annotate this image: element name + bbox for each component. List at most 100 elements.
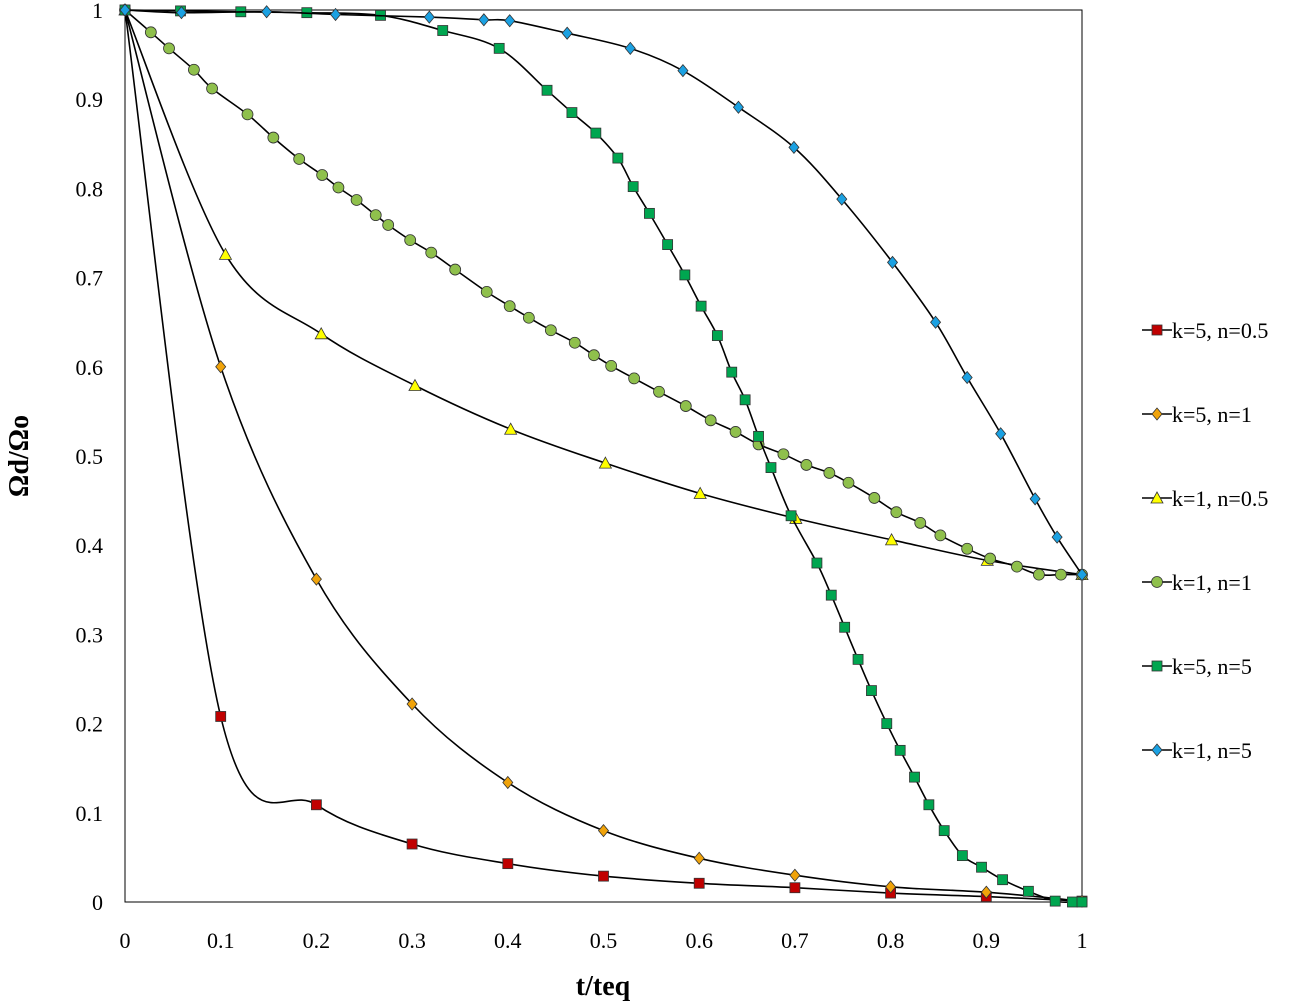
- data-point: [369, 209, 382, 222]
- data-point: [914, 517, 927, 529]
- data-point: [597, 824, 610, 838]
- data-point: [1049, 895, 1061, 907]
- data-point: [788, 140, 800, 154]
- data-point: [961, 542, 974, 555]
- data-point: [628, 372, 641, 385]
- data-point: [267, 131, 280, 144]
- data-point: [502, 775, 514, 790]
- data-point: [777, 448, 790, 461]
- data-point: [382, 219, 395, 231]
- data-point: [739, 394, 751, 406]
- legend-label: k=1, n=1: [1172, 570, 1252, 595]
- y-tick-label: 0.8: [76, 176, 104, 201]
- data-point: [241, 108, 254, 121]
- y-tick-label: 0: [92, 890, 103, 915]
- data-point: [188, 63, 200, 76]
- y-tick-label: 0.1: [76, 801, 104, 826]
- x-tick-label: 0.1: [207, 928, 235, 953]
- data-point: [605, 360, 618, 372]
- data-point: [842, 476, 855, 489]
- data-point: [785, 510, 797, 522]
- data-point: [890, 506, 903, 519]
- data-point: [404, 234, 417, 247]
- data-point: [644, 207, 655, 219]
- data-point: [206, 82, 218, 95]
- data-point: [732, 100, 744, 114]
- plot-area: [124, 9, 1083, 903]
- data-point: [839, 621, 851, 633]
- y-tick-label: 0.3: [76, 622, 104, 647]
- data-point: [119, 3, 131, 17]
- legend-item: k=1, n=5: [1142, 738, 1252, 763]
- y-axis-title: Ωd/Ωo: [4, 415, 35, 497]
- data-point: [350, 194, 363, 206]
- data-point: [866, 685, 877, 696]
- series-k-1-n-5: [119, 3, 1088, 582]
- legend-marker: [1150, 491, 1164, 504]
- data-point: [566, 107, 578, 118]
- data-point: [825, 589, 837, 601]
- data-point: [437, 25, 449, 36]
- data-point: [823, 467, 836, 479]
- legend-item: k=5, n=5: [1142, 654, 1252, 679]
- data-point: [956, 850, 968, 862]
- data-point: [144, 26, 157, 39]
- series-line: [124, 9, 1083, 576]
- x-tick-label: 0.6: [685, 928, 713, 953]
- data-point: [1033, 568, 1045, 581]
- series-layer: [118, 3, 1089, 908]
- data-point: [961, 370, 973, 385]
- legend-label: k=1, n=0.5: [1172, 486, 1268, 511]
- data-point: [938, 825, 950, 837]
- data-point: [1055, 568, 1067, 581]
- data-point: [406, 697, 418, 711]
- data-point: [541, 84, 553, 96]
- legend-marker: [1151, 660, 1163, 672]
- legend-item: k=1, n=0.5: [1142, 486, 1268, 511]
- data-point: [449, 263, 462, 276]
- legend: k=5, n=0.5 k=5, n=1 k=1, n=0.5 k=1, n=1 k=5,…: [1142, 318, 1268, 763]
- legend-label: k=5, n=0.5: [1172, 318, 1268, 343]
- x-tick-label: 0.8: [877, 928, 905, 953]
- data-point: [175, 6, 187, 20]
- data-point: [544, 324, 557, 337]
- data-point: [627, 181, 639, 193]
- x-axis-title: t/teq: [576, 971, 631, 1002]
- data-point: [909, 771, 920, 783]
- data-point: [693, 851, 705, 865]
- data-point: [662, 239, 674, 250]
- data-point: [493, 42, 505, 54]
- data-point: [218, 247, 233, 260]
- data-point: [561, 26, 573, 40]
- data-point: [693, 877, 705, 889]
- data-point: [502, 858, 514, 870]
- data-point: [612, 152, 624, 164]
- legend-label: k=5, n=5: [1172, 654, 1252, 679]
- y-tick-label: 0.7: [76, 266, 104, 291]
- data-point: [765, 462, 777, 473]
- data-point: [693, 486, 707, 499]
- y-tick-label: 0.5: [76, 444, 104, 469]
- data-point: [215, 360, 227, 374]
- data-point: [503, 422, 518, 435]
- data-point: [1067, 896, 1078, 908]
- x-tick-label: 0.2: [303, 928, 331, 953]
- data-point: [478, 13, 490, 27]
- data-point: [504, 14, 516, 28]
- data-point: [753, 430, 764, 442]
- data-point: [598, 870, 609, 882]
- x-axis-tick-labels: 0 0.1 0.2 0.3 0.4 0.5 0.6 0.7 0.8 0.9 1: [120, 928, 1088, 953]
- x-tick-label: 1: [1077, 928, 1088, 953]
- data-point: [1029, 492, 1041, 506]
- data-point: [789, 882, 801, 894]
- y-tick-label: 0.2: [76, 712, 104, 737]
- data-point: [711, 330, 723, 341]
- legend-item: k=5, n=0.5: [1142, 318, 1268, 343]
- data-point: [894, 744, 906, 756]
- data-point: [310, 799, 322, 811]
- data-point: [868, 492, 881, 504]
- data-point: [522, 311, 535, 324]
- data-point: [408, 378, 422, 391]
- data-point: [480, 285, 493, 298]
